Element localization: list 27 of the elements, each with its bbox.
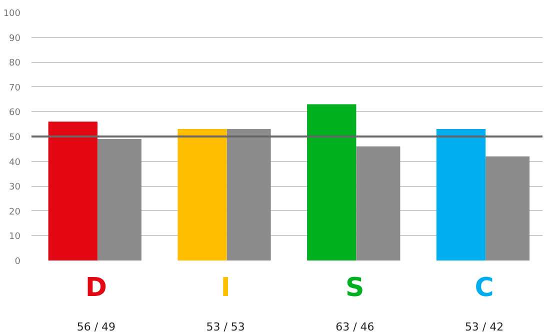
bar [97, 138, 142, 260]
bar [48, 122, 98, 260]
bar [307, 104, 356, 260]
x-tick-label: C [474, 272, 494, 303]
y-tick-label: 60 [9, 108, 21, 118]
text: 63 / 46 [336, 320, 374, 334]
y-tick-label: 30 [9, 182, 21, 193]
y-tick-label: 50 [9, 133, 21, 143]
bar [436, 129, 486, 260]
x-tick-label: I [220, 272, 230, 303]
y-tick-label: 10 [9, 232, 21, 242]
x-tick-label: D [85, 272, 107, 303]
text: 56 / 49 [76, 320, 116, 334]
y-tick-label: 20 [9, 207, 21, 218]
y-tick-label: 80 [9, 58, 21, 69]
y-tick-label: 100 [3, 9, 21, 19]
y-tick-label: 0 [14, 257, 21, 267]
text: 53 / 53 [206, 320, 245, 334]
bar [486, 156, 530, 260]
text: 53 / 42 [464, 320, 504, 334]
y-tick-label: 70 [9, 83, 21, 94]
y-tick-label: 40 [9, 158, 21, 168]
bar [356, 146, 400, 260]
x-tick-label: S [346, 272, 364, 303]
y-tick-label: 90 [9, 34, 21, 44]
bar [178, 129, 227, 260]
bar [226, 129, 271, 260]
